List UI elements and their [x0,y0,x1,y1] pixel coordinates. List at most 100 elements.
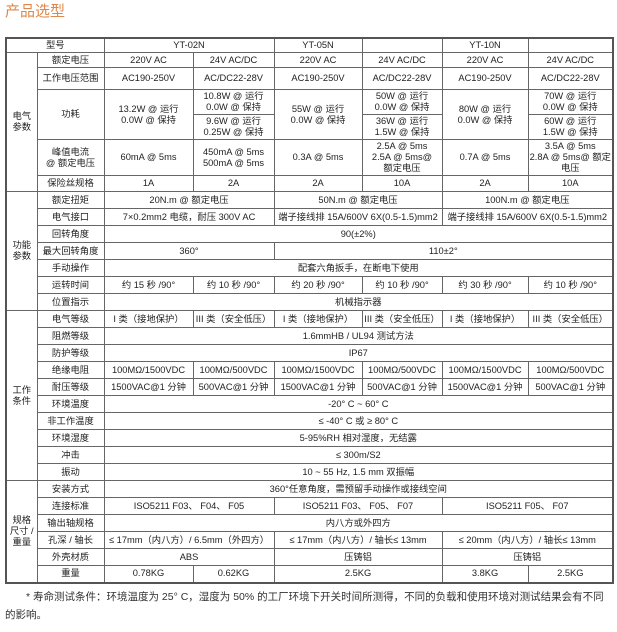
spec-value: 内八方或外四方 [103,514,614,532]
spec-value: 100MΩ/500VDC [361,361,443,379]
spec-value: AC190-250V [103,67,194,90]
spec-value: 机械指示器 [103,293,614,311]
spec-value: 10A [527,175,614,192]
spec-value: 约 30 秒 /90° [441,276,529,294]
section-group-label: 电气 参数 [5,52,38,192]
model-header: YT-10N [441,37,529,53]
spec-row: 规格 尺寸 / 重量 安装方式 360°任意角度，需预留手动操作或接线空间 [5,480,614,583]
footnote: * 寿命测试条件：环境温度为 25° C，湿度为 50% 的工厂环境下开关时间所… [5,590,604,621]
spec-row: 位置指示 机械指示器 [6,293,614,311]
spec-value: 55W @ 运行 0.0W @ 保持 [273,89,363,140]
spec-value: AC/DC22-28V [361,67,443,90]
spec-value: 压铸铝 [441,548,614,566]
spec-value: 1500VAC@1 分钟 [103,378,194,396]
spec-value: ≤ 300m/S2 [103,446,614,464]
spec-value: 110±2° [273,242,614,260]
spec-value: 7×0.2mm2 电缆，耐压 300V AC [103,208,275,226]
spec-value: 100MΩ/500VDC [192,361,275,379]
spec-value: ≤ -40° C 或 ≥ 80° C [103,412,614,430]
spec-value: 1.6mmHB / UL94 测试方法 [103,327,614,345]
spec-value: 0.7A @ 5ms [441,139,529,176]
spec-label: 绝缘电阻 [36,361,105,379]
spec-value: 500VAC@1 分钟 [527,378,614,396]
section-group-label: 功能 参数 [5,191,38,311]
spec-value: ISO5211 F03、 F04、 F05 [103,497,275,515]
spec-label: 非工作温度 [36,412,105,430]
page-title: 产品选型 [5,3,66,20]
spec-value: 10A [361,175,443,192]
spec-value: 360°任意角度，需预留手动操作或接线空间 [103,480,614,498]
spec-value: III 类（安全低压） [361,310,443,328]
spec-row: 功耗 13.2W @ 运行 0.0W @ 保持 10.8W @ 运行 0.0W @ … [6,89,614,140]
model-header: YT-02N [103,37,275,53]
spec-row: 环境湿度 5-95%RH 相对湿度，无结露 [6,429,614,447]
spec-label: 工作电压范围 [36,67,105,90]
spec-value: AC190-250V [273,67,363,90]
spec-row: 重量 0.78KG 0.62KG 2.5KG 3.8KG 2.5KG [6,565,614,583]
spec-value: I 类（接地保护） [273,310,363,328]
spec-label: 手动操作 [36,259,105,277]
section-group-label: 工作 条件 [5,310,38,481]
spec-label: 耐压等级 [36,378,105,396]
spec-value: ISO5211 F03、 F05、 F07 [273,497,443,515]
spec-label: 冲击 [36,446,105,464]
spec-value: 约 10 秒 /90° [527,276,614,294]
spec-value: 90(±2%) [103,225,614,243]
spec-value: 端子接线排 15A/600V 6X(0.5-1.5)mm2 [273,208,443,226]
spec-value: 2A [441,175,529,192]
spec-label: 连接标准 [36,497,105,515]
spec-value: 100MΩ/500VDC [527,361,614,379]
spec-value: 100N.m @ 额定电压 [441,191,614,209]
spec-row: 防护等级 IP67 [6,344,614,362]
spec-value: 60mA @ 5ms [103,139,194,176]
spec-value: 220V AC [103,52,194,68]
spec-row: 手动操作 配套六角扳手，在断电下使用 [6,259,614,277]
spec-label: 电气等级 [36,310,105,328]
spec-label: 额定电压 [36,52,105,68]
spec-value: 24V AC/DC [361,52,443,68]
spec-label: 运转时间 [36,276,105,294]
spec-value: 360° [103,242,275,260]
spec-value: 80W @ 运行 0.0W @ 保持 [441,89,529,140]
spec-value: 450mA @ 5ms 500mA @ 5ms [192,139,275,176]
spec-row: 阻燃等级 1.6mmHB / UL94 测试方法 [6,327,614,345]
spec-value: 2A [192,175,275,192]
spec-label: 外壳材质 [36,548,105,566]
spec-row: 孔深 / 轴长 ≤ 17mm（内八方）/ 6.5mm（外四方） ≤ 17mm（内八方… [6,531,614,549]
spec-row: 工作电压范围 AC190-250V AC/DC22-28V AC190-250V AC/… [6,67,614,90]
spec-value: 100MΩ/1500VDC [273,361,363,379]
spec-value: 约 10 秒 /90° [192,276,275,294]
spec-value: 1500VAC@1 分钟 [273,378,363,396]
spec-row: 最大回转角度 360° 110±2° [6,242,614,260]
spec-value: 约 20 秒 /90° [273,276,363,294]
spec-value: AC190-250V [441,67,529,90]
spec-value: 1500VAC@1 分钟 [441,378,529,396]
spec-label: 安装方式 [36,480,105,498]
spec-label: 振动 [36,463,105,481]
spec-value: 2A [273,175,363,192]
model-header [361,37,443,53]
spec-label: 输出轴规格 [36,514,105,532]
spec-value: 24V AC/DC [192,52,275,68]
spec-value: 500VAC@1 分钟 [361,378,443,396]
header-label: 型号 [5,37,105,53]
spec-value: I 类（接地保护） [441,310,529,328]
spec-label: 环境温度 [36,395,105,413]
spec-value: AC/DC22-28V [527,67,614,90]
spec-value: 10 ~ 55 Hz, 1.5 mm 双振幅 [103,463,614,481]
spec-value: 2.5KG [527,565,614,583]
spec-value: -20° C ~ 60° C [103,395,614,413]
spec-row: 非工作温度 ≤ -40° C 或 ≥ 80° C [6,412,614,430]
spec-value: 500VAC@1 分钟 [192,378,275,396]
spec-label: 回转角度 [36,225,105,243]
spec-label: 电气接口 [36,208,105,226]
spec-row: 功能 参数 额定扭矩 20N.m @ 额定电压 50N.m @ 额定电压 100N.m … [5,191,614,311]
spec-value: 3.8KG [441,565,529,583]
spec-label: 功耗 [36,89,105,140]
model-header [527,37,614,53]
spec-row: 峰值电流 @ 额定电压 60mA @ 5ms 450mA @ 5ms 500mA @… [6,139,614,176]
spec-label: 环境湿度 [36,429,105,447]
spec-label: 阻燃等级 [36,327,105,345]
spec-row: 冲击 ≤ 300m/S2 [6,446,614,464]
